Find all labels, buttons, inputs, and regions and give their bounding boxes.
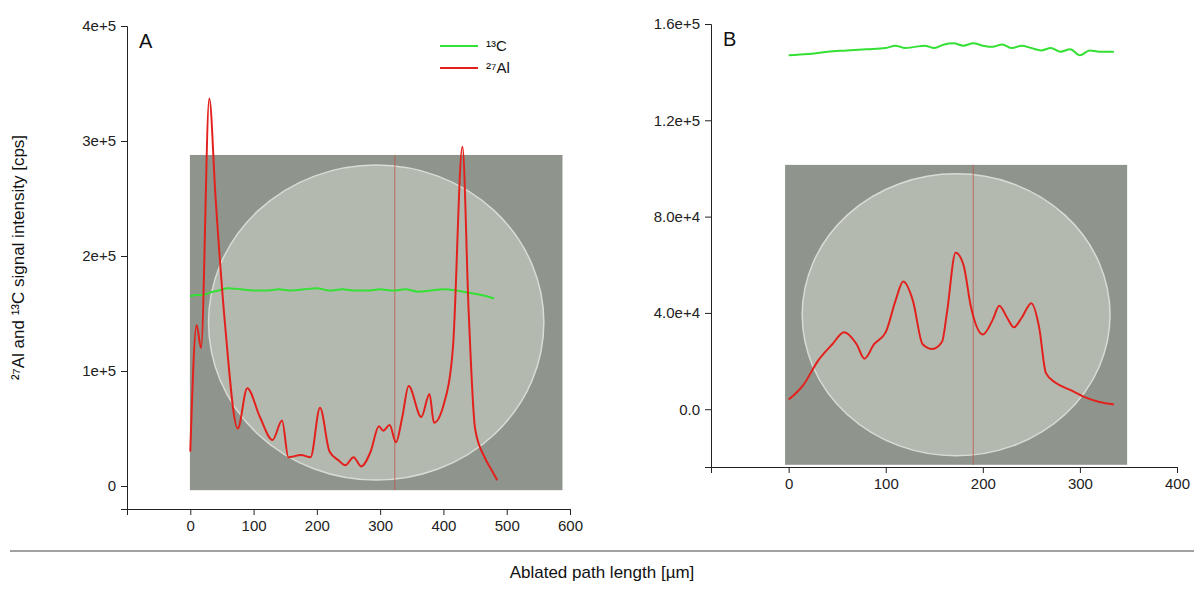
x-tick-mark — [1080, 467, 1081, 473]
image-sample — [802, 174, 1110, 456]
x-tick: 200 — [971, 467, 996, 492]
legend-label: ²⁷Al — [486, 59, 510, 76]
legend-key — [440, 45, 478, 47]
legend: ¹³C ²⁷Al — [440, 37, 510, 76]
x-tick: 0 — [187, 509, 195, 534]
x-tick: 300 — [368, 509, 393, 534]
y-tick: 4.0e+4 — [654, 304, 711, 321]
x-tick-label: 0 — [187, 517, 195, 534]
series-line — [190, 98, 497, 480]
y-axis-line — [121, 27, 128, 510]
image-backdrop — [785, 165, 1127, 465]
y-tick: 3e+5 — [82, 132, 127, 149]
plot-area — [190, 98, 497, 480]
x-tick-mark — [443, 509, 444, 515]
y-tick: 4e+5 — [82, 17, 127, 34]
x-tick-label: 400 — [431, 517, 456, 534]
x-axis: 0 100 200 300 400 — [712, 467, 1191, 492]
x-tick: 300 — [1068, 467, 1093, 492]
y-tick: 1e+5 — [82, 362, 127, 379]
y-tick: 2e+5 — [82, 247, 127, 264]
x-tick: 500 — [495, 509, 520, 534]
y-tick-mark — [705, 313, 711, 314]
y-tick: 0 — [108, 477, 127, 494]
panel: 0 100 200 300 400 500 600 0 1e+5 2e+5 3e+5 4e+5 A ¹³C… — [82, 17, 583, 533]
y-tick-label: 8.0e+4 — [654, 208, 700, 225]
x-title-rule — [10, 551, 1194, 552]
x-tick-label: 100 — [242, 517, 267, 534]
x-tick-mark — [507, 509, 508, 515]
y-tick-label: 0 — [108, 477, 116, 494]
y-tick-label: 2e+5 — [82, 247, 116, 264]
y-tick: 1.6e+5 — [654, 15, 711, 32]
y-tick-mark — [705, 409, 711, 410]
x-tick: 400 — [431, 509, 456, 534]
x-axis-line — [712, 468, 1178, 474]
x-axis-title: Ablated path length [µm] — [510, 563, 695, 582]
x-tick-label: 300 — [1068, 475, 1093, 492]
y-tick-label: 4.0e+4 — [654, 304, 700, 321]
x-tick-mark — [570, 509, 571, 515]
x-tick: 600 — [558, 509, 583, 534]
y-tick-mark — [705, 120, 711, 121]
x-tick-label: 0 — [785, 475, 793, 492]
x-tick-mark — [317, 509, 318, 515]
legend-key — [440, 67, 478, 69]
series-line — [789, 43, 1114, 55]
y-tick-mark — [121, 256, 127, 257]
y-tick-mark — [705, 217, 711, 218]
y-tick-mark — [121, 26, 127, 27]
y-tick-label: 3e+5 — [82, 132, 116, 149]
panel: 0 100 200 300 400 0.0 4.0e+4 8.0e+4 1.2e+5 1.6e+5… — [654, 15, 1190, 491]
x-tick: 0 — [785, 467, 793, 492]
y-tick-mark — [121, 141, 127, 142]
y-axis: 0.0 4.0e+4 8.0e+4 1.2e+5 1.6e+5 — [654, 15, 712, 467]
y-tick-mark — [121, 371, 127, 372]
x-tick-mark — [1177, 467, 1178, 473]
x-tick-mark — [886, 467, 887, 473]
figure: 0 100 200 300 400 500 600 0 1e+5 2e+5 3e+5 4e+5 A ¹³C… — [0, 0, 1204, 589]
y-tick-label: 1.6e+5 — [654, 15, 700, 32]
legend-label: ¹³C — [486, 37, 507, 54]
y-tick: 8.0e+4 — [654, 208, 711, 225]
y-tick: 0.0 — [679, 401, 711, 418]
image — [190, 155, 563, 490]
y-tick-mark — [121, 486, 127, 487]
x-tick-mark — [983, 467, 984, 473]
x-axis: 0 100 200 300 400 500 600 — [128, 509, 584, 534]
x-tick-mark — [254, 509, 255, 515]
plot-area — [789, 43, 1114, 404]
x-tick-label: 400 — [1165, 475, 1190, 492]
y-tick-label: 0.0 — [679, 401, 700, 418]
image — [785, 165, 1127, 465]
x-tick-label: 200 — [971, 475, 996, 492]
x-tick: 100 — [242, 509, 267, 534]
image-backdrop — [190, 155, 563, 490]
y-tick-label: 4e+5 — [82, 17, 116, 34]
x-tick-label: 300 — [368, 517, 393, 534]
x-tick-label: 200 — [305, 517, 330, 534]
x-tick: 200 — [305, 509, 330, 534]
y-tick-label: 1.2e+5 — [654, 112, 700, 129]
y-tick-mark — [705, 24, 711, 25]
series-line — [190, 288, 494, 298]
x-tick-label: 100 — [874, 475, 899, 492]
y-axis-line — [705, 25, 712, 468]
x-tick: 400 — [1165, 467, 1190, 492]
series-line — [789, 253, 1114, 405]
panel-label: A — [139, 30, 153, 52]
panel-label: B — [723, 28, 736, 50]
x-axis-line — [128, 510, 571, 516]
x-tick-label: 500 — [495, 517, 520, 534]
y-axis: 0 1e+5 2e+5 3e+5 4e+5 — [82, 17, 127, 509]
x-tick-mark — [190, 509, 191, 515]
x-tick-mark — [380, 509, 381, 515]
x-tick-mark — [789, 467, 790, 473]
y-axis-title: ²⁷Al and ¹³C signal intensity [cps] — [9, 135, 28, 380]
x-tick: 100 — [874, 467, 899, 492]
y-tick-label: 1e+5 — [82, 362, 116, 379]
y-tick: 1.2e+5 — [654, 112, 711, 129]
x-tick-label: 600 — [558, 517, 583, 534]
